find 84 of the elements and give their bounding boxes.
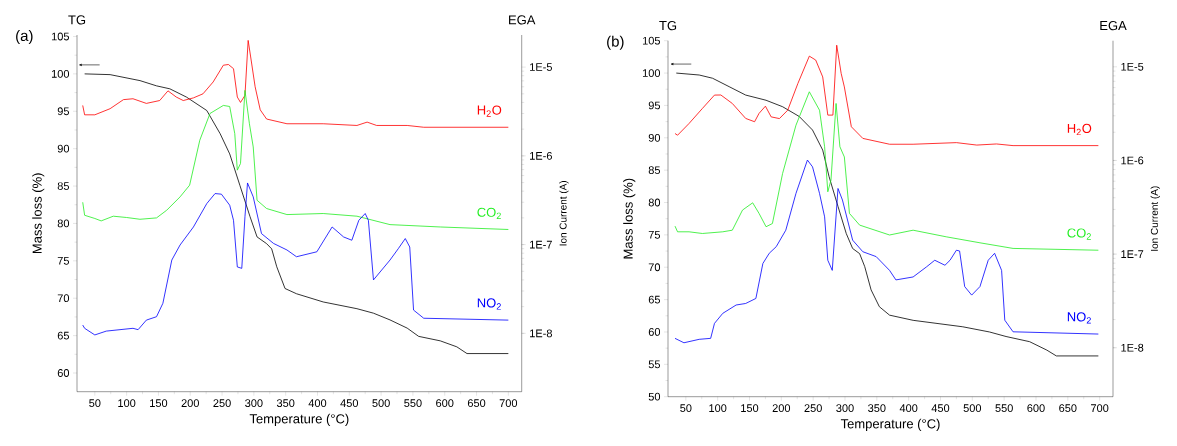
x-tick-label: 550: [404, 399, 422, 408]
chart-title: (a): [16, 30, 33, 44]
x-tick-label: 100: [709, 404, 727, 413]
x-axis-title: Temperature (°C): [249, 413, 349, 426]
y-tick-label: 90: [648, 133, 661, 142]
y2-tick-label: 1E-6: [530, 151, 552, 160]
x-tick-label: 500: [963, 404, 982, 413]
x-tick-label: 200: [181, 399, 199, 408]
line-series: [675, 72, 1099, 357]
y-tick-label: 80: [57, 219, 70, 228]
y-tick-label: 100: [51, 69, 70, 78]
x-tick-label: 300: [245, 399, 263, 408]
y-tick-label: 85: [648, 166, 661, 175]
y-tick-label: 55: [648, 360, 661, 369]
x-tick-label: 150: [741, 404, 759, 413]
text: TG: [68, 15, 86, 25]
x-tick-label: 300: [836, 404, 854, 413]
y2-tick-label: 1E-5: [530, 63, 552, 71]
y-tick-label: 50: [648, 392, 661, 401]
y-axis-title: Mass loss (%): [623, 178, 636, 259]
series-label: H$_{2}$O: [1067, 123, 1092, 136]
y2-tick-label: 1E-5: [1121, 62, 1144, 71]
line-series: [674, 91, 1099, 251]
series-label: CO$_{2}$: [1067, 228, 1091, 240]
y-tick-label: 60: [57, 369, 70, 377]
y-tick-label: 60: [648, 328, 661, 336]
x-tick-label: 600: [1027, 404, 1045, 413]
y-tick-label: 75: [648, 231, 661, 239]
y-tick-label: 70: [57, 294, 70, 303]
series-label: H$_{2}$O: [477, 105, 502, 117]
y-tick-label: 100: [642, 69, 661, 77]
x-tick-label: 500: [372, 399, 390, 408]
y-tick-label: 85: [57, 182, 70, 190]
y2-tick-label: 1E-7: [1121, 250, 1144, 258]
line-series: [674, 44, 1099, 147]
x-tick-label: 250: [804, 404, 822, 413]
text: EGA: [1100, 20, 1127, 31]
y2-axis-title: Ion Current (A): [1150, 186, 1160, 251]
x-tick-label: 700: [1091, 404, 1109, 413]
x-tick-label: 100: [118, 399, 136, 408]
y-tick-label: 105: [51, 32, 70, 41]
line-series: [82, 182, 509, 336]
line-series: [82, 39, 509, 128]
text: TG: [659, 20, 677, 31]
y-axis-title: Mass loss (%): [32, 173, 45, 254]
y-tick-label: 70: [648, 263, 661, 272]
chart-title: (b): [607, 35, 624, 50]
x-tick-label: 450: [931, 404, 950, 413]
series-label: CO$_{2}$: [477, 207, 501, 219]
x-tick-label: 450: [340, 399, 359, 408]
x-tick-label: 350: [868, 404, 886, 413]
y2-tick-label: 1E-8: [1121, 343, 1144, 352]
y2-axis-title: Ion Current (A): [559, 181, 569, 246]
y-tick-label: 105: [642, 36, 661, 45]
series-label: NO$_{2}$: [477, 298, 501, 310]
x-tick-label: 650: [1059, 404, 1077, 413]
x-tick-label: 650: [467, 399, 486, 408]
y-tick-label: 65: [648, 295, 661, 304]
y-tick-label: 95: [648, 101, 661, 110]
x-tick-label: 50: [680, 404, 692, 413]
x-axis-title: Temperature (°C): [840, 418, 940, 431]
line-series: [82, 89, 509, 230]
x-tick-label: 200: [772, 404, 791, 413]
line-series: [674, 159, 1099, 344]
x-tick-label: 250: [213, 399, 231, 408]
x-tick-label: 350: [276, 399, 295, 408]
x-tick-label: 50: [89, 399, 101, 408]
x-tick-label: 700: [499, 399, 518, 408]
y-tick-label: 80: [648, 198, 661, 207]
y2-tick-label: 1E-8: [530, 329, 552, 338]
y-tick-label: 90: [57, 144, 70, 153]
line-series: [84, 73, 509, 354]
y2-tick-label: 1E-6: [1121, 156, 1144, 165]
series-label: NO$_{2}$: [1067, 312, 1091, 324]
x-tick-label: 150: [150, 399, 168, 408]
text: EGA: [509, 15, 536, 25]
x-tick-label: 400: [899, 404, 918, 413]
x-tick-label: 400: [308, 399, 327, 408]
y-tick-label: 95: [57, 107, 70, 116]
x-tick-label: 600: [436, 399, 454, 408]
x-tick-label: 550: [995, 404, 1013, 413]
y-tick-label: 65: [57, 331, 70, 340]
y2-tick-label: 1E-7: [530, 240, 552, 249]
y-tick-label: 75: [57, 257, 70, 265]
